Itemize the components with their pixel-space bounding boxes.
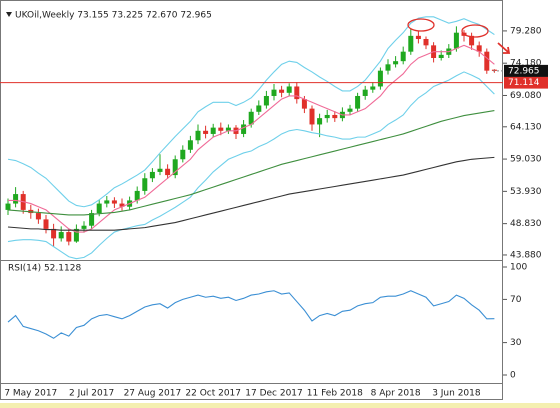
candle-body bbox=[203, 130, 209, 134]
candle-body bbox=[104, 200, 110, 204]
candle-body bbox=[111, 200, 117, 204]
indicator-line bbox=[7, 156, 495, 231]
x-tick-label: 2 Jul 2017 bbox=[69, 389, 114, 399]
candle-body bbox=[469, 35, 475, 46]
candle-body bbox=[408, 35, 414, 52]
candle-body bbox=[476, 45, 482, 52]
last-price-label-bg bbox=[504, 64, 548, 77]
candle-body bbox=[58, 232, 64, 239]
rsi-line bbox=[7, 290, 495, 339]
price-line-label: 71.114 bbox=[508, 78, 540, 88]
annotation-arrow bbox=[497, 42, 511, 54]
candle-body bbox=[355, 95, 361, 109]
candle-body bbox=[393, 61, 399, 65]
candle-body bbox=[225, 127, 231, 131]
menu-triangle bbox=[6, 12, 12, 17]
y-tick-label: 43.880 bbox=[510, 250, 542, 260]
y-tick-label: 64.130 bbox=[510, 122, 542, 132]
candle-body bbox=[317, 118, 323, 125]
candle-body bbox=[13, 194, 19, 204]
candle-body bbox=[210, 127, 216, 134]
y-tick-label: 69.080 bbox=[510, 91, 542, 101]
candle-body bbox=[218, 127, 224, 131]
y-tick-label: 74.180 bbox=[510, 59, 542, 69]
candle-body bbox=[134, 190, 140, 201]
candle-body bbox=[142, 178, 148, 191]
candle-body bbox=[172, 159, 178, 176]
chart-title: UKOil,Weekly 73.155 73.225 72.670 72.965 bbox=[15, 11, 212, 21]
candle-body bbox=[370, 86, 376, 90]
plot-frame bbox=[0, 0, 503, 400]
y-tick-label: 100 bbox=[510, 263, 527, 273]
candle-body bbox=[119, 203, 125, 207]
candle-body bbox=[5, 203, 11, 210]
candle-body bbox=[187, 140, 193, 150]
candle-body bbox=[438, 54, 444, 58]
candle-body bbox=[362, 89, 368, 96]
candle-body bbox=[453, 32, 459, 49]
y-tick-label: 30 bbox=[510, 338, 522, 348]
annotation-ellipse bbox=[407, 18, 435, 32]
candle-body bbox=[332, 114, 338, 119]
annotation-ellipse bbox=[461, 24, 489, 38]
candle-body bbox=[96, 203, 102, 214]
candle-body bbox=[51, 228, 57, 239]
candle-body bbox=[195, 130, 201, 141]
candle-body bbox=[263, 95, 269, 106]
x-tick-label: 22 Oct 2017 bbox=[185, 389, 241, 399]
y-tick-label: 48.830 bbox=[510, 219, 542, 229]
candle-body bbox=[35, 213, 41, 220]
x-tick-label: 17 Dec 2017 bbox=[245, 389, 303, 399]
candle-body bbox=[43, 219, 49, 229]
candle-body bbox=[271, 89, 277, 96]
candle-body bbox=[81, 225, 87, 229]
x-tick-label: 11 Feb 2018 bbox=[307, 389, 363, 399]
x-tick-label: 7 May 2017 bbox=[4, 389, 57, 399]
price-line-label-bg bbox=[504, 76, 548, 89]
candle-body bbox=[347, 108, 353, 112]
candle-body bbox=[279, 89, 285, 93]
candle-body bbox=[248, 111, 254, 125]
x-tick-label: 27 Aug 2017 bbox=[124, 389, 182, 399]
candle-body bbox=[241, 124, 247, 134]
rsi-title: RSI(14) 52.1128 bbox=[8, 264, 81, 274]
indicator-line bbox=[7, 71, 495, 260]
candle-body bbox=[157, 168, 163, 172]
x-tick-label: 8 Apr 2018 bbox=[371, 389, 421, 399]
candle-body bbox=[66, 232, 72, 242]
candle-body bbox=[149, 171, 155, 179]
candle-body bbox=[415, 35, 421, 40]
y-tick-label: 79.280 bbox=[510, 26, 542, 36]
y-tick-label: 53.930 bbox=[510, 187, 542, 197]
last-price-label: 72.965 bbox=[508, 66, 540, 76]
y-tick-label: 0 bbox=[510, 371, 516, 381]
candle-body bbox=[73, 228, 79, 242]
candle-body bbox=[256, 105, 262, 112]
candle-body bbox=[180, 149, 186, 160]
candle-body bbox=[484, 51, 490, 71]
indicator-line bbox=[7, 109, 495, 216]
candle-body bbox=[324, 114, 330, 119]
candle-body bbox=[400, 51, 406, 62]
candle-body bbox=[286, 86, 292, 93]
x-tick-label: 3 Jun 2018 bbox=[432, 389, 481, 399]
candle-body bbox=[294, 86, 300, 100]
status-strip bbox=[0, 403, 560, 408]
y-tick-label: 59.030 bbox=[510, 155, 542, 165]
candle-body bbox=[301, 99, 307, 109]
candle-body bbox=[423, 39, 429, 46]
y-tick-label: 70 bbox=[510, 295, 522, 305]
candle-body bbox=[491, 69, 497, 71]
candle-body bbox=[385, 64, 391, 71]
plot-area: 43.880 48.830 53.930 59.030 64.130 69.080 74.1… bbox=[0, 16, 542, 381]
candle-body bbox=[89, 213, 95, 226]
candle-body bbox=[165, 168, 171, 176]
candle-body bbox=[309, 108, 315, 125]
indicator-line bbox=[7, 16, 495, 208]
candle-body bbox=[377, 70, 383, 87]
